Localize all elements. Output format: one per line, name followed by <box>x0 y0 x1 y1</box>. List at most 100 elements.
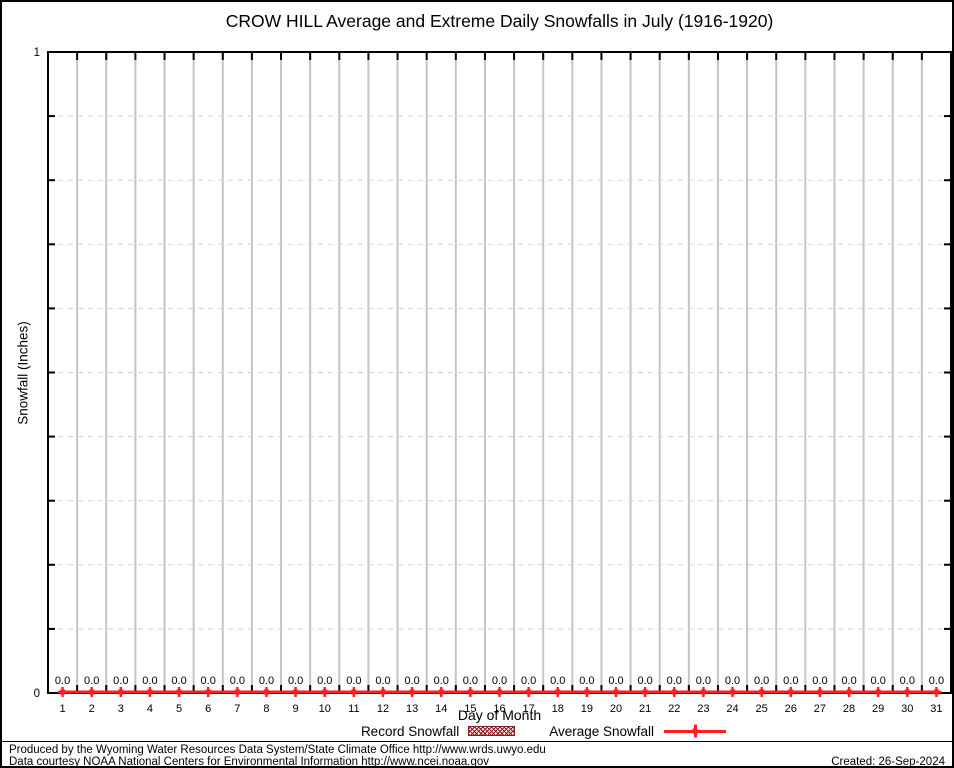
average-snowfall-marker-center <box>293 689 299 695</box>
x-tick-label: 27 <box>814 703 826 715</box>
x-tick-label: 16 <box>493 703 505 715</box>
x-tick-label: 14 <box>435 703 447 715</box>
x-tick-label: 17 <box>523 703 535 715</box>
average-snowfall-marker-center <box>846 689 852 695</box>
x-tick-label: 18 <box>552 703 564 715</box>
legend: Record Snowfall Average Snowfall <box>48 723 951 739</box>
x-tick-label: 22 <box>668 703 680 715</box>
average-snowfall-marker-center <box>205 689 211 695</box>
average-snowfall-marker-center <box>118 689 124 695</box>
footer-data-courtesy: Data courtesy NOAA National Centers for … <box>9 756 490 768</box>
value-label: 0.0 <box>142 675 157 687</box>
value-label: 0.0 <box>754 675 769 687</box>
x-tick-label: 23 <box>697 703 709 715</box>
average-snowfall-marker-center <box>147 689 153 695</box>
footer-created-date: Created: 26-Sep-2024 <box>831 756 945 768</box>
value-label: 0.0 <box>812 675 827 687</box>
average-snowfall-marker-center <box>817 689 823 695</box>
average-snowfall-marker-center <box>526 689 532 695</box>
value-label: 0.0 <box>550 675 565 687</box>
y-tick-label: 0 <box>34 688 40 700</box>
average-snowfall-marker-center <box>584 689 590 695</box>
x-axis-title: Day of Month <box>457 707 542 723</box>
x-tick-label: 29 <box>872 703 884 715</box>
value-label: 0.0 <box>900 675 915 687</box>
x-tick-label: 5 <box>176 703 182 715</box>
x-tick-label: 12 <box>377 703 389 715</box>
value-label: 0.0 <box>55 675 70 687</box>
average-snowfall-marker-center <box>642 689 648 695</box>
average-snowfall-marker-center <box>467 689 473 695</box>
average-snowfall-marker-center <box>409 689 415 695</box>
x-tick-label: 25 <box>756 703 768 715</box>
average-snowfall-marker-center <box>555 689 561 695</box>
x-tick-label: 15 <box>464 703 476 715</box>
value-label: 0.0 <box>637 675 652 687</box>
x-tick-label: 10 <box>319 703 331 715</box>
legend-average-label: Average Snowfall <box>549 723 655 739</box>
average-snowfall-marker-center <box>380 689 386 695</box>
average-snowfall-marker-center <box>788 689 794 695</box>
y-tick-label: 1 <box>34 47 40 59</box>
average-snowfall-marker-center <box>700 689 706 695</box>
x-tick-label: 1 <box>60 703 66 715</box>
average-snowfall-marker-center <box>730 689 736 695</box>
x-tick-label: 8 <box>263 703 269 715</box>
average-line-icon <box>664 728 727 734</box>
average-marker-icon <box>692 728 698 734</box>
x-tick-label: 20 <box>610 703 622 715</box>
average-snowfall-marker-center <box>263 689 269 695</box>
average-snowfall-marker-center <box>933 689 939 695</box>
value-label: 0.0 <box>929 675 944 687</box>
x-tick-label: 11 <box>348 703 359 715</box>
x-tick-label: 21 <box>639 703 651 715</box>
value-label: 0.0 <box>375 675 390 687</box>
x-tick-label: 9 <box>293 703 299 715</box>
value-label: 0.0 <box>696 675 711 687</box>
value-label: 0.0 <box>463 675 478 687</box>
value-label: 0.0 <box>288 675 303 687</box>
value-label: 0.0 <box>871 675 886 687</box>
average-snowfall-marker-center <box>497 689 502 695</box>
value-label: 0.0 <box>259 675 274 687</box>
average-snowfall-marker-center <box>322 689 328 695</box>
average-snowfall-marker-center <box>89 689 95 695</box>
average-snowfall-marker-center <box>234 689 240 695</box>
value-label: 0.0 <box>171 675 186 687</box>
average-snowfall-marker-center <box>759 689 765 695</box>
value-label: 0.0 <box>201 675 216 687</box>
value-label: 0.0 <box>841 675 856 687</box>
average-snowfall-marker-center <box>671 689 677 695</box>
legend-record-label: Record Snowfall <box>360 723 460 739</box>
value-label: 0.0 <box>667 675 682 687</box>
value-label: 0.0 <box>725 675 740 687</box>
average-snowfall-marker-center <box>904 689 910 695</box>
value-label: 0.0 <box>434 675 449 687</box>
x-tick-label: 31 <box>930 703 942 715</box>
x-tick-label: 2 <box>89 703 95 715</box>
average-snowfall-marker-center <box>875 689 881 695</box>
average-snowfall-marker-center <box>438 689 444 695</box>
x-tick-label: 30 <box>901 703 913 715</box>
value-label: 0.0 <box>84 675 99 687</box>
value-label: 0.0 <box>113 675 128 687</box>
value-label: 0.0 <box>317 675 332 687</box>
chart-title: CROW HILL Average and Extreme Daily Snow… <box>225 11 774 31</box>
value-label: 0.0 <box>230 675 245 687</box>
x-tick-label: 6 <box>205 703 211 715</box>
x-tick-label: 13 <box>406 703 418 715</box>
x-tick-label: 28 <box>843 703 855 715</box>
x-tick-label: 24 <box>726 703 738 715</box>
average-snowfall-marker-center <box>176 689 182 695</box>
x-tick-label: 26 <box>785 703 797 715</box>
x-tick-label: 4 <box>147 703 153 715</box>
value-label: 0.0 <box>346 675 361 687</box>
value-label: 0.0 <box>521 675 536 687</box>
footer-produced-by: Produced by the Wyoming Water Resources … <box>9 744 546 756</box>
footer-separator <box>2 741 952 742</box>
value-label: 0.0 <box>608 675 623 687</box>
value-label: 0.0 <box>492 675 507 687</box>
average-snowfall-marker-center <box>351 689 357 695</box>
